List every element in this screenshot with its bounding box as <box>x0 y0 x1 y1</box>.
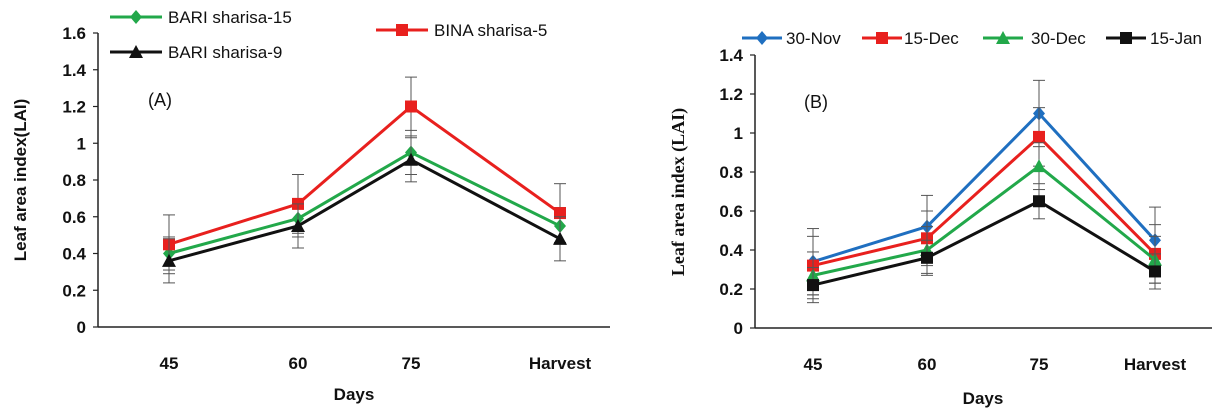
legend-label-a-1: BINA sharisa-5 <box>434 21 547 40</box>
data-point-a-2 <box>553 231 567 245</box>
data-point-b-3 <box>1033 195 1045 208</box>
data-point-a-2 <box>291 218 305 232</box>
panel-label-b: (B) <box>804 92 828 112</box>
chart-panel-b: (B) Days Leaf area index (LAI) 0 0.2 0.4 0.… <box>668 29 1212 408</box>
legend-marker-a-0 <box>130 10 142 24</box>
data-point-b-2 <box>1032 159 1046 173</box>
series-line-b-0 <box>812 111 1157 264</box>
legend-b: 30-Nov 15-Dec 30-Dec 15-Jan <box>742 29 1202 48</box>
legend-label-a-0: BARI sharisa-15 <box>168 8 292 27</box>
x-tick-label-b: 60 <box>918 355 937 374</box>
y-tick-label-b: 0 <box>734 319 743 338</box>
x-tick-label-a: 75 <box>402 354 421 373</box>
legend-marker-b-0 <box>756 31 768 45</box>
tick-labels-b: 0 0.2 0.4 0.6 0.8 1 1.2 1.4 45 60 75 Harvest <box>719 46 1186 374</box>
data-point-a-1 <box>405 100 417 113</box>
y-tick-label-a: 0.4 <box>62 245 86 264</box>
series-line-a-0 <box>168 150 561 255</box>
data-point-a-2 <box>404 152 418 166</box>
y-tick-label-a: 0 <box>77 318 86 337</box>
legend-marker-b-3 <box>1120 32 1132 44</box>
y-tick-label-a: 0.8 <box>62 171 86 190</box>
y-axis-label-a: Leaf area index(LAI) <box>11 99 30 262</box>
panel-label-a: (A) <box>148 90 172 110</box>
x-tick-label-b: Harvest <box>1124 355 1187 374</box>
data-point-b-3 <box>1149 265 1161 278</box>
y-tick-label-b: 0.8 <box>719 163 743 182</box>
legend-marker-b-1 <box>876 32 888 44</box>
y-tick-label-a: 0.2 <box>62 281 86 300</box>
legend-label-b-0: 30-Nov <box>786 29 841 48</box>
legend-label-b-3: 15-Jan <box>1150 29 1202 48</box>
y-tick-label-b: 1.4 <box>719 46 743 65</box>
x-tick-label-a: Harvest <box>529 354 592 373</box>
data-point-a-2 <box>162 253 176 267</box>
y-tick-label-b: 0.6 <box>719 202 743 221</box>
legend-marker-a-1 <box>396 24 408 36</box>
legend-marker-a-2 <box>129 45 143 58</box>
x-tick-label-b: 45 <box>804 355 823 374</box>
series-lines-b <box>806 79 1162 304</box>
data-point-b-3 <box>807 279 819 292</box>
y-tick-label-a: 1.4 <box>62 61 86 80</box>
data-point-a-1 <box>554 207 566 220</box>
y-tick-label-b: 0.4 <box>719 241 743 260</box>
series-line-a-1 <box>168 104 561 246</box>
legend-label-b-2: 30-Dec <box>1031 29 1086 48</box>
legend-marker-b-2 <box>996 31 1010 44</box>
chart-panel-a: (A) Days Leaf area index(LAI) 0 0.2 0.4 0.6… <box>11 8 610 404</box>
x-tick-label-b: 75 <box>1030 355 1049 374</box>
legend-a: BARI sharisa-15 BINA sharisa-5 BARI sharis… <box>110 8 547 62</box>
data-point-b-3 <box>921 251 933 264</box>
series-line-a-2 <box>168 158 561 263</box>
y-tick-label-a: 1 <box>77 134 86 153</box>
y-axis-label-b: Leaf area index (LAI) <box>668 108 689 276</box>
y-tick-label-a: 1.2 <box>62 98 86 117</box>
legend-label-a-2: BARI sharisa-9 <box>168 43 282 62</box>
x-axis-label-b: Days <box>963 389 1004 408</box>
series-line-b-2 <box>812 164 1156 277</box>
tick-labels-a: 0 0.2 0.4 0.6 0.8 1 1.2 1.4 1.6 45 60 75 Harvest <box>62 24 591 373</box>
legend-label-b-1: 15-Dec <box>904 29 959 48</box>
series-lines-a <box>162 76 567 284</box>
series-line-b-3 <box>812 199 1156 287</box>
x-tick-label-a: 60 <box>289 354 308 373</box>
y-tick-label-b: 1.2 <box>719 85 743 104</box>
y-tick-label-b: 1 <box>734 124 743 143</box>
y-tick-label-a: 0.6 <box>62 208 86 227</box>
x-axis-label-a: Days <box>334 385 375 404</box>
y-tick-label-b: 0.2 <box>719 280 743 299</box>
y-tick-label-a: 1.6 <box>62 24 86 43</box>
series-line-b-1 <box>812 134 1157 268</box>
data-point-b-1 <box>1033 130 1045 143</box>
x-tick-label-a: 45 <box>160 354 179 373</box>
